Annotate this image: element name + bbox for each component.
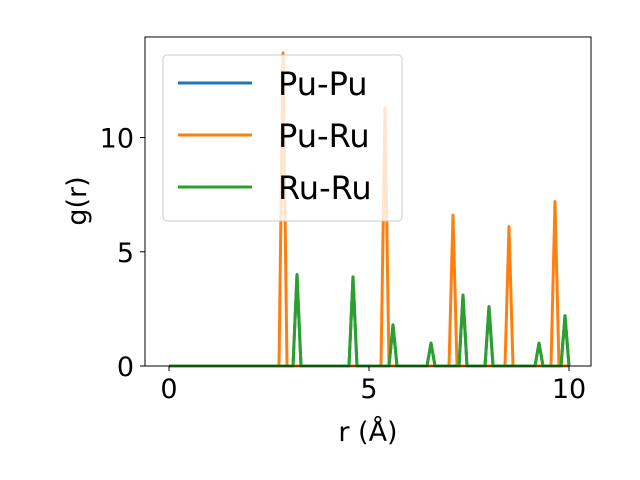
x-tick-label: 10 <box>552 374 586 405</box>
y-axis-label: g(r) <box>62 176 93 225</box>
y-tick-label: 10 <box>100 124 134 155</box>
x-tick-label: 5 <box>360 374 377 405</box>
x-tick-label: 0 <box>160 374 177 405</box>
legend-box <box>162 54 403 222</box>
legend: Pu-Pu Pu-Ru Ru-Ru <box>162 54 403 222</box>
ticks-layer: 0 5 10 0 5 10 <box>100 124 587 405</box>
legend-label: Pu-Ru <box>278 117 370 155</box>
legend-entries: Pu-Pu Pu-Ru Ru-Ru <box>178 65 372 207</box>
legend-label: Ru-Ru <box>278 169 372 207</box>
x-axis-label: r (Å) <box>338 416 397 448</box>
plot-frame <box>144 36 592 367</box>
y-tick-label: 5 <box>117 238 134 269</box>
y-tick-label: 0 <box>117 352 134 383</box>
legend-label: Pu-Pu <box>278 65 368 103</box>
